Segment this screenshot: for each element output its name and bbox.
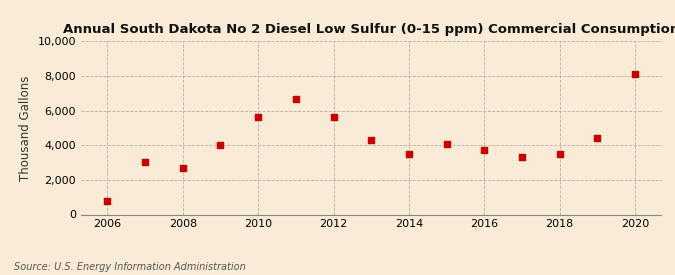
Point — [592, 136, 603, 141]
Title: Annual South Dakota No 2 Diesel Low Sulfur (0-15 ppm) Commercial Consumption: Annual South Dakota No 2 Diesel Low Sulf… — [63, 23, 675, 36]
Point — [290, 97, 301, 101]
Point — [516, 155, 527, 160]
Point — [404, 152, 414, 156]
Point — [328, 115, 339, 120]
Point — [441, 142, 452, 147]
Point — [215, 143, 226, 147]
Point — [140, 160, 151, 164]
Y-axis label: Thousand Gallons: Thousand Gallons — [19, 75, 32, 181]
Point — [479, 148, 490, 153]
Point — [178, 166, 188, 170]
Point — [102, 199, 113, 203]
Point — [554, 152, 565, 156]
Point — [630, 72, 641, 76]
Point — [366, 138, 377, 142]
Point — [252, 115, 263, 120]
Text: Source: U.S. Energy Information Administration: Source: U.S. Energy Information Administ… — [14, 262, 245, 272]
